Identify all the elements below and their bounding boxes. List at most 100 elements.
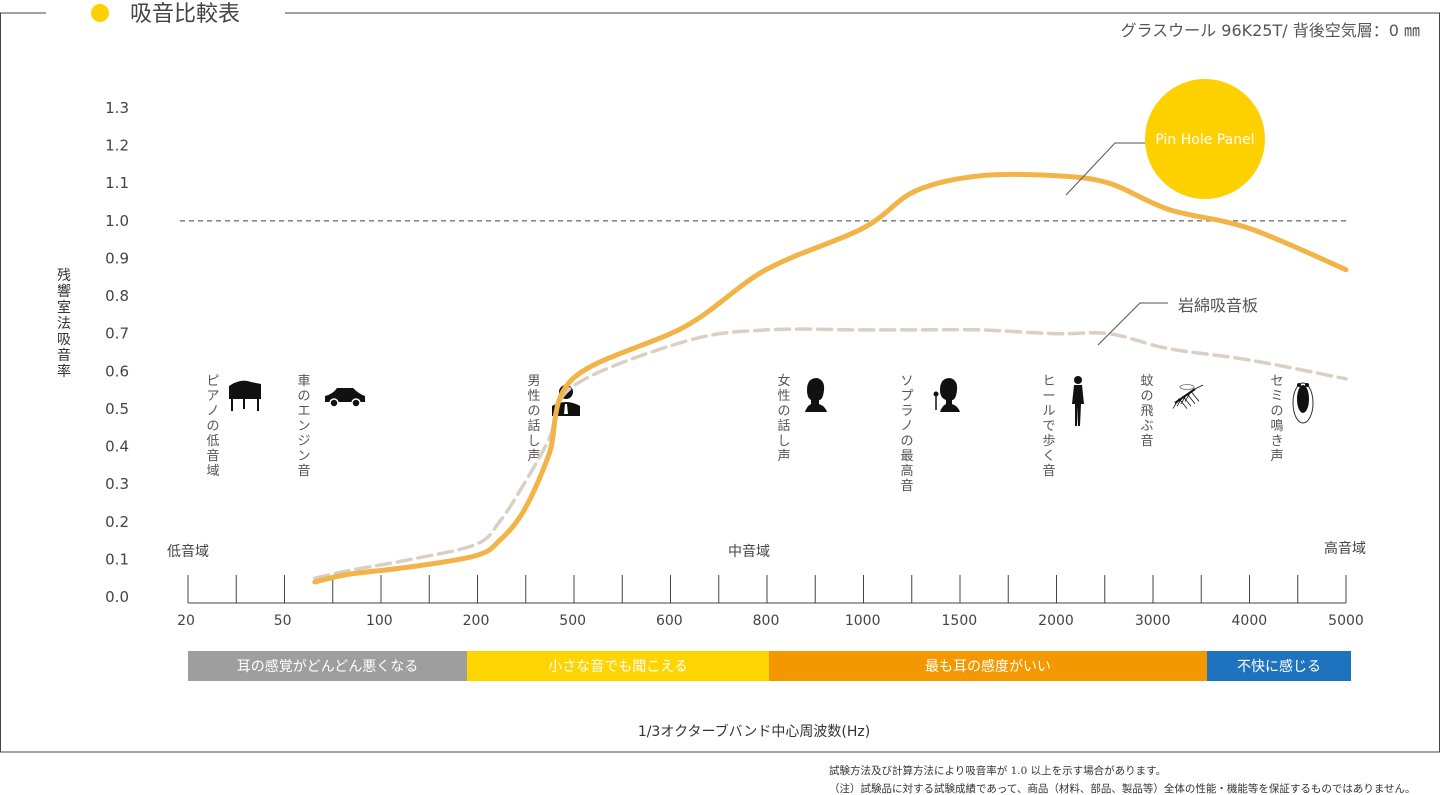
legend-rockwool: 岩綿吸音板 [1178, 296, 1258, 315]
sound-label-char: ジ [297, 434, 310, 449]
sound-label-char: 声 [777, 449, 790, 464]
sound-label-char: ン [297, 419, 310, 434]
soprano-icon [933, 378, 960, 412]
range-label-high: 高音域 [1324, 540, 1366, 557]
y-tick-label: 0.4 [105, 438, 129, 456]
y-tick-label: 0.1 [105, 550, 129, 568]
rockwool-callout-line [1097, 302, 1168, 346]
sound-label-char: の [206, 419, 219, 434]
y-axis-label-char: 残 [57, 268, 71, 284]
sensitivity-band-label: 不快に感じる [1237, 658, 1321, 675]
x-tick-label: 5000 [1328, 613, 1364, 629]
sound-label-char: 音 [1042, 463, 1055, 479]
y-axis-label-char: 音 [57, 347, 71, 364]
sound-label-char: ラ [900, 404, 913, 419]
sound-label-char: 女 [777, 373, 790, 389]
y-axis-label-char: 響 [57, 283, 71, 300]
sound-label-char: 性 [777, 389, 790, 404]
x-tick-label: 200 [463, 613, 490, 629]
sound-label-char: 話 [777, 418, 790, 434]
sound-label-char: 性 [527, 389, 540, 404]
sound-label-char: エ [297, 404, 310, 419]
sound-label-char: 音 [900, 478, 913, 494]
sound-label-char: セ [1270, 374, 1283, 389]
x-tick-label: 2000 [1038, 613, 1074, 629]
x-tick-label: 4000 [1232, 613, 1268, 629]
y-tick-label: 0.0 [105, 588, 129, 606]
x-tick-label: 600 [656, 613, 683, 629]
sound-label-char: ー [1042, 389, 1055, 404]
sound-label-char: の [527, 404, 540, 419]
sound-label-char: し [527, 434, 540, 449]
sound-label-char: 音 [297, 463, 310, 479]
cicada-icon [1292, 382, 1314, 424]
sound-label-char: 声 [527, 449, 540, 464]
series-line-pin-hole-panel [312, 171, 1349, 585]
x-tick-label: 20 [177, 613, 195, 629]
heel-walk-icon [1072, 376, 1084, 426]
x-tick-label: 3000 [1135, 613, 1171, 629]
sound-label-char: ン [297, 449, 310, 464]
sound-label-char: 域 [206, 464, 219, 479]
sensitivity-band [1207, 651, 1351, 681]
legend-pin-hole-panel: Pin Hole Panel [1155, 132, 1254, 148]
footnote-1: 試験方法及び計算方法により吸音率が 1.0 以上を示す場合があります。 [829, 764, 1166, 777]
sound-label-char: 話 [527, 418, 540, 434]
x-tick-label: 800 [753, 613, 780, 629]
mosquito-icon [1172, 384, 1204, 409]
y-tick-label: 0.5 [105, 400, 129, 418]
pin-hole-callout-circle [1145, 79, 1265, 199]
sound-label-char: 飛 [1140, 404, 1153, 419]
sensitivity-band-label: 耳の感覚がどんどん悪くなる [237, 658, 419, 675]
sound-label-char: ル [1042, 404, 1055, 419]
sensitivity-band [467, 651, 769, 681]
sensitivity-band [769, 651, 1207, 681]
y-axis-label-char: 法 [57, 316, 71, 332]
sound-label-char: 高 [900, 463, 913, 479]
y-tick-label: 0.6 [105, 362, 129, 380]
sound-label-char: の [1270, 404, 1283, 419]
sensitivity-band-label: 小さな音でも聞こえる [548, 658, 688, 675]
sensitivity-band-label: 最も耳の感度がいい [925, 658, 1051, 675]
y-axis-label-char: 室 [57, 299, 71, 316]
sound-label-char: で [1042, 419, 1055, 434]
sound-label-char: 最 [900, 449, 913, 464]
y-tick-label: 0.2 [105, 513, 129, 531]
sound-label-char: き [1270, 434, 1283, 449]
y-tick-label: 0.8 [105, 287, 129, 305]
x-tick-label: 50 [274, 613, 292, 629]
sound-examples: ピアノの低音域車のエンジン音男性の話し声女性の話し声ソプラノの最高音ヒールで歩く… [206, 373, 1314, 494]
sound-label-char: プ [900, 389, 913, 404]
woman-icon [805, 378, 827, 412]
sensitivity-band [188, 651, 467, 681]
footnote-2: （注）試験品に対する試験成績であって、商品（材料、部品、製品等）全体の性能・機能… [829, 782, 1416, 795]
series-line-rockwool [313, 327, 1348, 580]
sound-label-char: ヒ [1042, 374, 1055, 389]
y-tick-label: 1.1 [105, 174, 129, 192]
chart-title: 吸音比較表 [130, 2, 240, 27]
y-tick-label: 1.2 [105, 137, 129, 155]
y-tick-label: 1.0 [105, 212, 129, 230]
x-tick-label: 500 [559, 613, 586, 629]
y-axis-ticks: 1.3 1.2 1.1 1.0 0.9 0.8 0.7 0.6 0.5 0.4 0.3 0.2 0.1 0… [105, 99, 129, 606]
sound-label-char: 低 [206, 434, 219, 449]
sound-label-char: 車 [297, 374, 310, 389]
sound-label-char: 音 [1140, 433, 1153, 449]
car-icon [325, 388, 365, 408]
sound-label-char: 声 [1270, 449, 1283, 464]
x-tick-label: 1000 [845, 613, 881, 629]
sound-label-char: し [777, 434, 790, 449]
chart-subtitle: グラスウール 96K25T/ 背後空気層：0 ㎜ [1121, 21, 1421, 40]
sound-label-char: ミ [1270, 389, 1283, 404]
y-axis-label-char: 率 [57, 363, 71, 380]
sound-label-char: ノ [900, 419, 913, 434]
title-dot-icon [91, 4, 109, 22]
sound-label-char: 歩 [1042, 434, 1055, 449]
sound-label-char: の [777, 404, 790, 419]
sound-label-char: の [1140, 389, 1153, 404]
sound-label-char: 鳴 [1270, 419, 1283, 434]
sound-label-char: ぶ [1140, 419, 1153, 434]
y-tick-label: 1.3 [105, 99, 129, 117]
